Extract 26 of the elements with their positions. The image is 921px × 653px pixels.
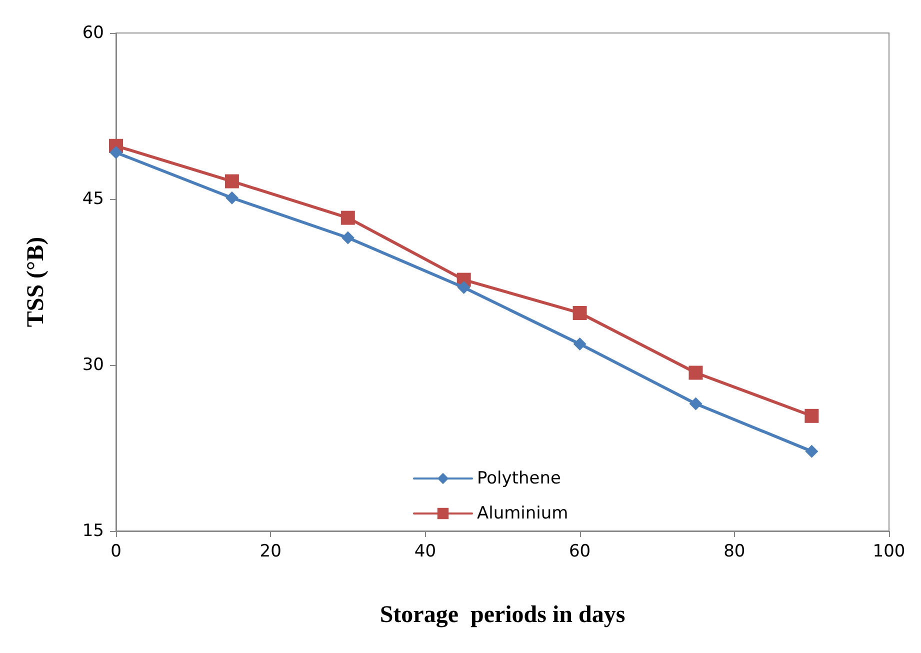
x-tick-label: 60 <box>568 542 591 562</box>
point <box>689 397 702 410</box>
y-tick-label: 15 <box>82 521 104 541</box>
y-axis-title: TSS (°B) <box>23 236 49 328</box>
point <box>573 337 586 350</box>
point <box>805 444 818 458</box>
point <box>340 210 355 225</box>
point <box>688 366 703 380</box>
point <box>572 306 587 320</box>
point <box>225 191 238 204</box>
y-tick-label: 30 <box>82 355 104 375</box>
point <box>341 231 354 244</box>
point <box>110 146 122 160</box>
y-tick-label: 60 <box>82 23 104 43</box>
x-tick-label: 40 <box>414 542 436 562</box>
x-tick-label: 100 <box>872 542 906 562</box>
legend-label: Polythene <box>477 468 561 488</box>
x-axis-title: Storage periods in days <box>380 602 626 628</box>
x-tick-label: 80 <box>724 542 746 562</box>
point <box>804 408 819 423</box>
legend-label: Aluminium <box>477 504 568 524</box>
point <box>457 281 470 294</box>
y-tick-label: 45 <box>82 189 104 209</box>
x-tick-label: 20 <box>260 542 282 562</box>
point <box>224 174 239 188</box>
x-tick-label: 0 <box>110 542 122 562</box>
